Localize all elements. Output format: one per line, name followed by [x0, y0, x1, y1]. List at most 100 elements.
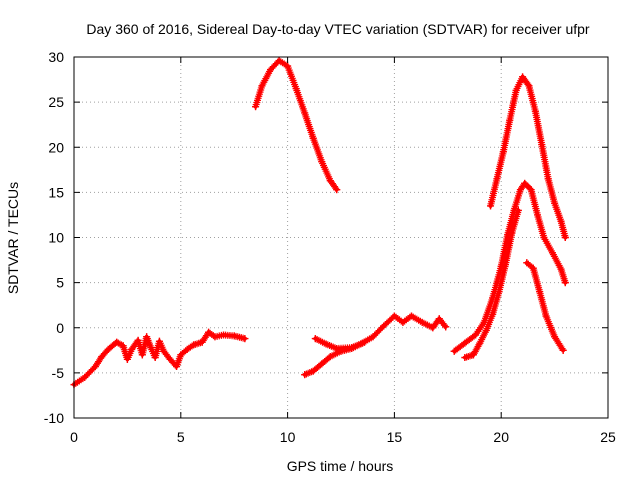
data-point [326, 353, 334, 361]
data-point [134, 336, 142, 344]
data-point [292, 85, 300, 93]
data-point [523, 259, 531, 267]
data-point [337, 347, 345, 355]
data-point [551, 333, 559, 341]
y-tick-label: 25 [48, 94, 64, 110]
series-arc-8 [523, 259, 567, 354]
chart-title: Day 360 of 2016, Sidereal Day-to-day VTE… [86, 21, 590, 37]
data-point [98, 353, 106, 361]
data-point [469, 351, 477, 359]
data-point [275, 57, 283, 65]
data-point [318, 360, 326, 368]
data-point [318, 158, 326, 166]
y-tick-label: -10 [44, 410, 64, 426]
data-point [525, 82, 533, 90]
data-point [476, 339, 484, 347]
data-point [540, 234, 548, 241]
series-arc-1 [70, 328, 249, 389]
data-point [506, 116, 514, 124]
y-tick-label: 5 [56, 275, 64, 291]
data-point [516, 186, 524, 194]
x-axis-label: GPS time / hours [287, 458, 394, 474]
plot-area [70, 57, 569, 389]
data-point [521, 179, 529, 187]
y-tick-label: -5 [52, 365, 65, 381]
data-point [309, 367, 317, 375]
data-point [155, 337, 163, 345]
series-arc-4 [301, 338, 368, 379]
data-point [512, 86, 520, 94]
data-point [123, 355, 131, 363]
data-point [482, 326, 490, 334]
data-point [333, 345, 341, 353]
data-point [198, 338, 206, 346]
data-point [559, 346, 567, 354]
data-point [119, 342, 127, 350]
data-point [138, 351, 146, 359]
data-point [561, 234, 569, 241]
data-point [348, 345, 356, 353]
data-point [529, 264, 537, 272]
data-point [173, 363, 181, 371]
y-tick-label: 20 [48, 139, 64, 155]
data-point [380, 322, 388, 330]
data-point-markers [70, 328, 249, 389]
data-point [104, 345, 112, 353]
data-point [252, 103, 260, 111]
data-point [544, 175, 552, 183]
data-point [442, 323, 450, 331]
y-tick-label: 15 [48, 184, 64, 200]
data-point [435, 315, 443, 323]
data-point [538, 141, 546, 149]
data-point [183, 345, 191, 353]
data-point [177, 351, 185, 359]
data-point [267, 66, 275, 74]
data-point [407, 312, 415, 320]
x-tick-label: 25 [600, 429, 616, 445]
data-point [211, 333, 219, 341]
data-point [514, 206, 522, 214]
grid-lines [74, 57, 608, 418]
data-point [113, 338, 121, 346]
data-point [166, 355, 174, 363]
data-point [390, 312, 398, 320]
data-point [360, 338, 368, 346]
data-point [301, 109, 309, 117]
data-point [495, 288, 503, 296]
data-point [333, 186, 341, 194]
data-point [548, 249, 556, 257]
data-point [230, 332, 238, 340]
series-arc-3 [311, 312, 450, 353]
x-tick-label: 10 [280, 429, 296, 445]
data-point [322, 340, 330, 348]
data-point [487, 202, 495, 210]
data-point [147, 344, 155, 352]
data-point [418, 318, 426, 326]
data-point [489, 310, 497, 318]
data-point [369, 333, 377, 341]
axes: 0 5 10 15 20 25 -10 -5 0 5 10 15 20 25 30 [44, 49, 616, 445]
data-point [399, 318, 407, 326]
y-tick-label: 10 [48, 230, 64, 246]
data-point [160, 347, 168, 355]
data-point [508, 229, 516, 237]
data-point [326, 177, 334, 185]
data-point [536, 288, 544, 296]
data-point [461, 354, 469, 362]
data-point [311, 335, 319, 343]
data-point [561, 279, 569, 287]
data-point [501, 261, 509, 269]
data-point [241, 335, 249, 343]
data-point [205, 328, 213, 336]
series-arc-2 [252, 57, 341, 194]
data-point [557, 217, 565, 225]
data-point [542, 312, 550, 320]
data-point [143, 333, 151, 341]
data-point [551, 199, 559, 207]
data-point [258, 82, 266, 90]
data-point [557, 265, 565, 273]
data-point [527, 186, 535, 194]
data-point [284, 62, 292, 70]
data-point [220, 331, 228, 339]
